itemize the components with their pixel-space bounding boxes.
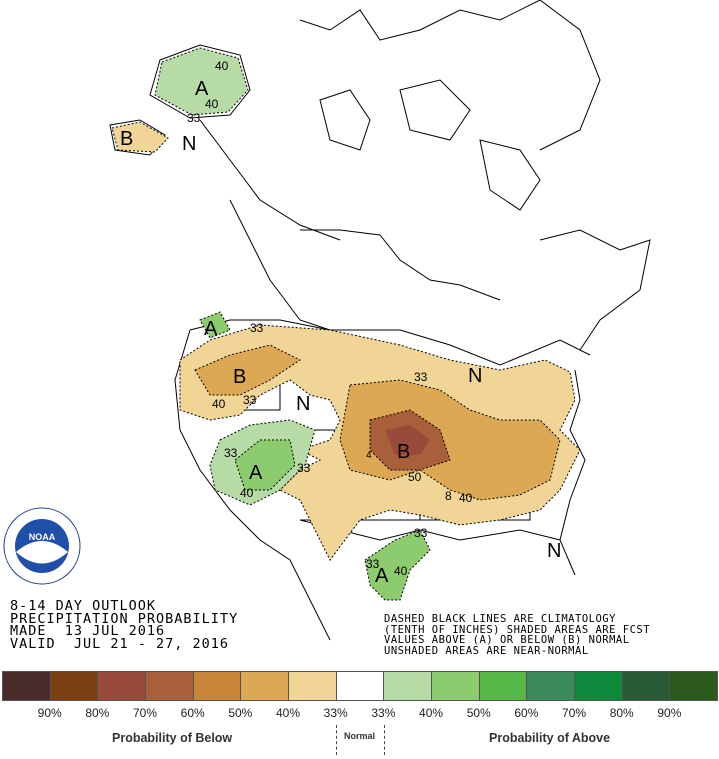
legend-tick-label: 90% (37, 706, 62, 720)
above-caption: Probability of Above (489, 731, 611, 745)
sw-33b-label: 33 (297, 461, 311, 475)
alaska-b-label: B (120, 128, 133, 150)
note-line4: UNSHADED AREAS ARE NEAR-NORMAL (384, 644, 589, 657)
legend-swatch (145, 671, 194, 701)
note-line2: (TENTH OF INCHES) SHADED AREAS ARE FCST (384, 623, 651, 636)
legend-swatch (335, 671, 385, 701)
sw-33a-label: 33 (224, 446, 238, 460)
forecast-shading (111, 47, 581, 601)
legend-swatch (240, 671, 290, 701)
color-legend (2, 671, 719, 701)
outlook-map: A 40 40 33 B N A 33 B 40 33 N A 33 40 33… (3, 0, 651, 641)
legend-note: DASHED BLACK LINES ARE CLIMATOLOGY (TENT… (384, 614, 650, 656)
normal-divider-right (384, 725, 385, 755)
legend-tick-label: 80% (85, 706, 110, 720)
tx-33-label: 33 (366, 557, 380, 571)
legend-tick-label: 33% (323, 706, 348, 720)
legend-swatch (669, 671, 719, 701)
outlook-header: 8-14 DAY OUTLOOK PRECIPITATION PROBABILI… (10, 598, 239, 652)
header-line4: VALID JUL 21 - 27, 2016 (10, 635, 230, 652)
note-line3: VALUES ABOVE (A) OR BELOW (B) NORMAL (384, 634, 630, 647)
alaska-40b-label: 40 (205, 97, 219, 111)
svg-text:NOAA: NOAA (29, 532, 56, 542)
legend-ticks: 90% 80% 70% 60% 50% 40% 33% 33% 40% 50% 60% 70% 80% 9… (2, 706, 717, 720)
legend-swatch (383, 671, 433, 701)
great-basin-n-label: N (296, 393, 310, 415)
legend-tick-label: 90% (657, 706, 682, 720)
se-40-label: 40 (459, 491, 473, 505)
tx-33b-label: 33 (414, 526, 428, 540)
legend-swatch (288, 671, 337, 701)
legend-tick-label: 60% (180, 706, 205, 720)
legend-tick-label: 70% (562, 706, 587, 720)
legend-swatch (621, 671, 671, 701)
legend-swatch (2, 671, 51, 701)
tx-40-label: 40 (394, 564, 408, 578)
se-8-label: 8 (445, 489, 452, 503)
legend-swatch (478, 671, 528, 701)
noaa-logo: NOAA (3, 507, 81, 585)
tx-a-label: A (375, 565, 389, 587)
sw-40-label: 40 (240, 486, 254, 500)
header-line3: MADE 13 JUL 2016 (10, 623, 166, 639)
legend-swatch (97, 671, 147, 701)
nw-33-label: 33 (250, 321, 264, 335)
legend-tick-label: 70% (132, 706, 158, 720)
note-line1: DASHED BLACK LINES ARE CLIMATOLOGY (384, 613, 616, 625)
legend-tick-label: 33% (371, 706, 396, 720)
legend-tick-label: 80% (609, 706, 634, 720)
legend-tick-label: 40% (419, 706, 444, 720)
legend-tick-label: 60% (514, 706, 539, 720)
normal-divider-left (336, 725, 337, 755)
forecast-labels: A 40 40 33 B N A 33 B 40 33 N A 33 40 33… (120, 59, 561, 587)
alaska-33-label: 33 (187, 111, 201, 125)
plains-50-label: 50 (408, 470, 422, 484)
alaska-a-label: A (195, 78, 209, 100)
legend-swatch (431, 671, 480, 701)
alaska-n-label: N (182, 133, 196, 155)
header-line2: PRECIPITATION PROBABILITY (10, 610, 239, 627)
legend-tick-label: 40% (276, 706, 301, 720)
plains-4-label: 4 (366, 450, 372, 461)
sw-a-label: A (249, 462, 263, 484)
nw-b-label: B (233, 366, 246, 388)
wa-a-label: A (204, 318, 218, 340)
legend-swatch (526, 671, 576, 701)
plains-33-label: 33 (414, 370, 428, 384)
nw-33b-label: 33 (243, 393, 257, 407)
legend-tick-label: 50% (466, 706, 491, 720)
alaska-40a-label: 40 (215, 59, 229, 73)
legend-swatch (574, 671, 623, 701)
legend-tick-label: 50% (228, 706, 253, 720)
legend-swatch (192, 671, 242, 701)
legend-swatch (49, 671, 99, 701)
below-caption: Probability of Below (112, 731, 233, 745)
fl-n-label: N (547, 540, 561, 562)
normal-caption: Normal (344, 731, 376, 741)
plains-b-label: B (397, 441, 410, 463)
header-line1: 8-14 DAY OUTLOOK (10, 598, 157, 614)
nw-40-label: 40 (212, 397, 226, 411)
gl-n-label: N (468, 365, 482, 387)
